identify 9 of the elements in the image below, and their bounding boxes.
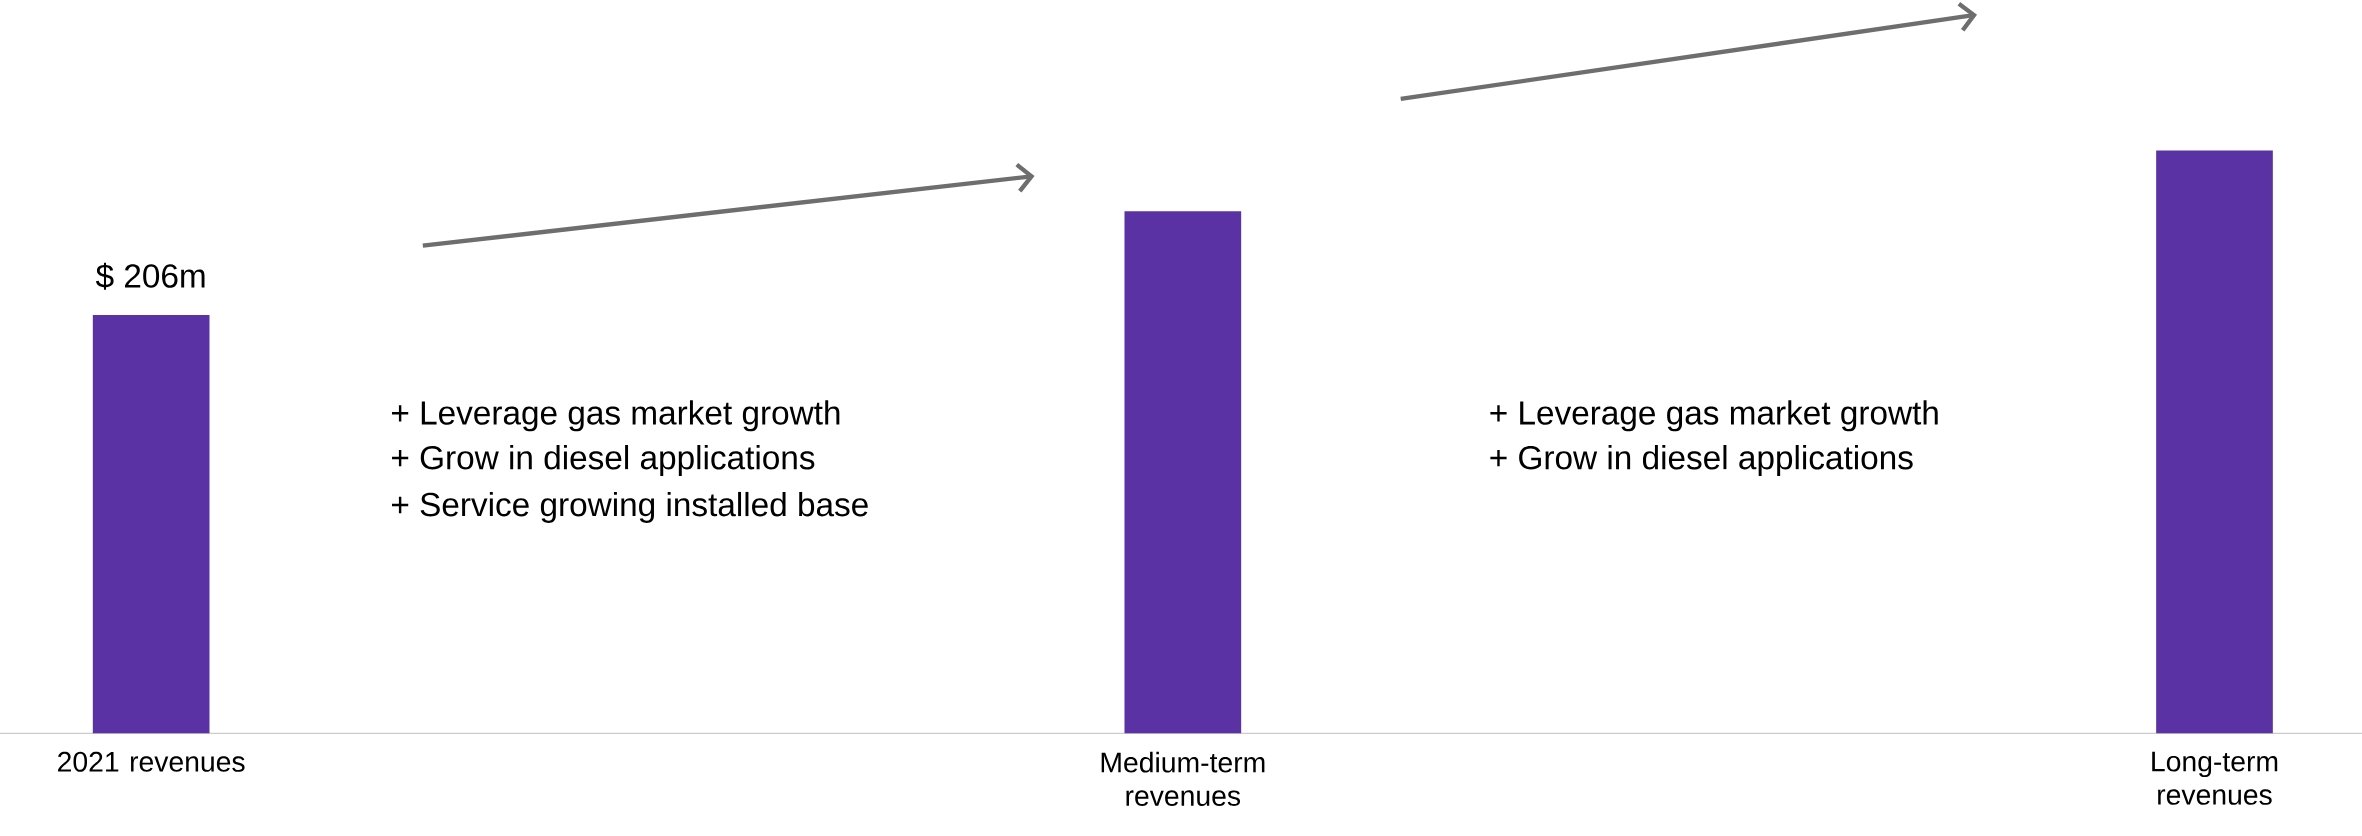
x-tick-label: 2021 revenues <box>58 751 245 772</box>
annotation: + Leverage gas market growth <box>392 400 840 432</box>
annotation: + Grow in diesel applications <box>392 444 815 477</box>
x-tick-label: Long-term revenues <box>2152 751 2278 805</box>
data-label: $ 206m <box>95 262 205 290</box>
annotation: + Leverage gas market growth <box>1490 400 1938 432</box>
x-tick-label: Medium-term revenues <box>1101 751 1265 806</box>
annotation: + Service growing installed base <box>392 491 868 523</box>
annotation: + Grow in diesel applications <box>1490 444 1913 477</box>
